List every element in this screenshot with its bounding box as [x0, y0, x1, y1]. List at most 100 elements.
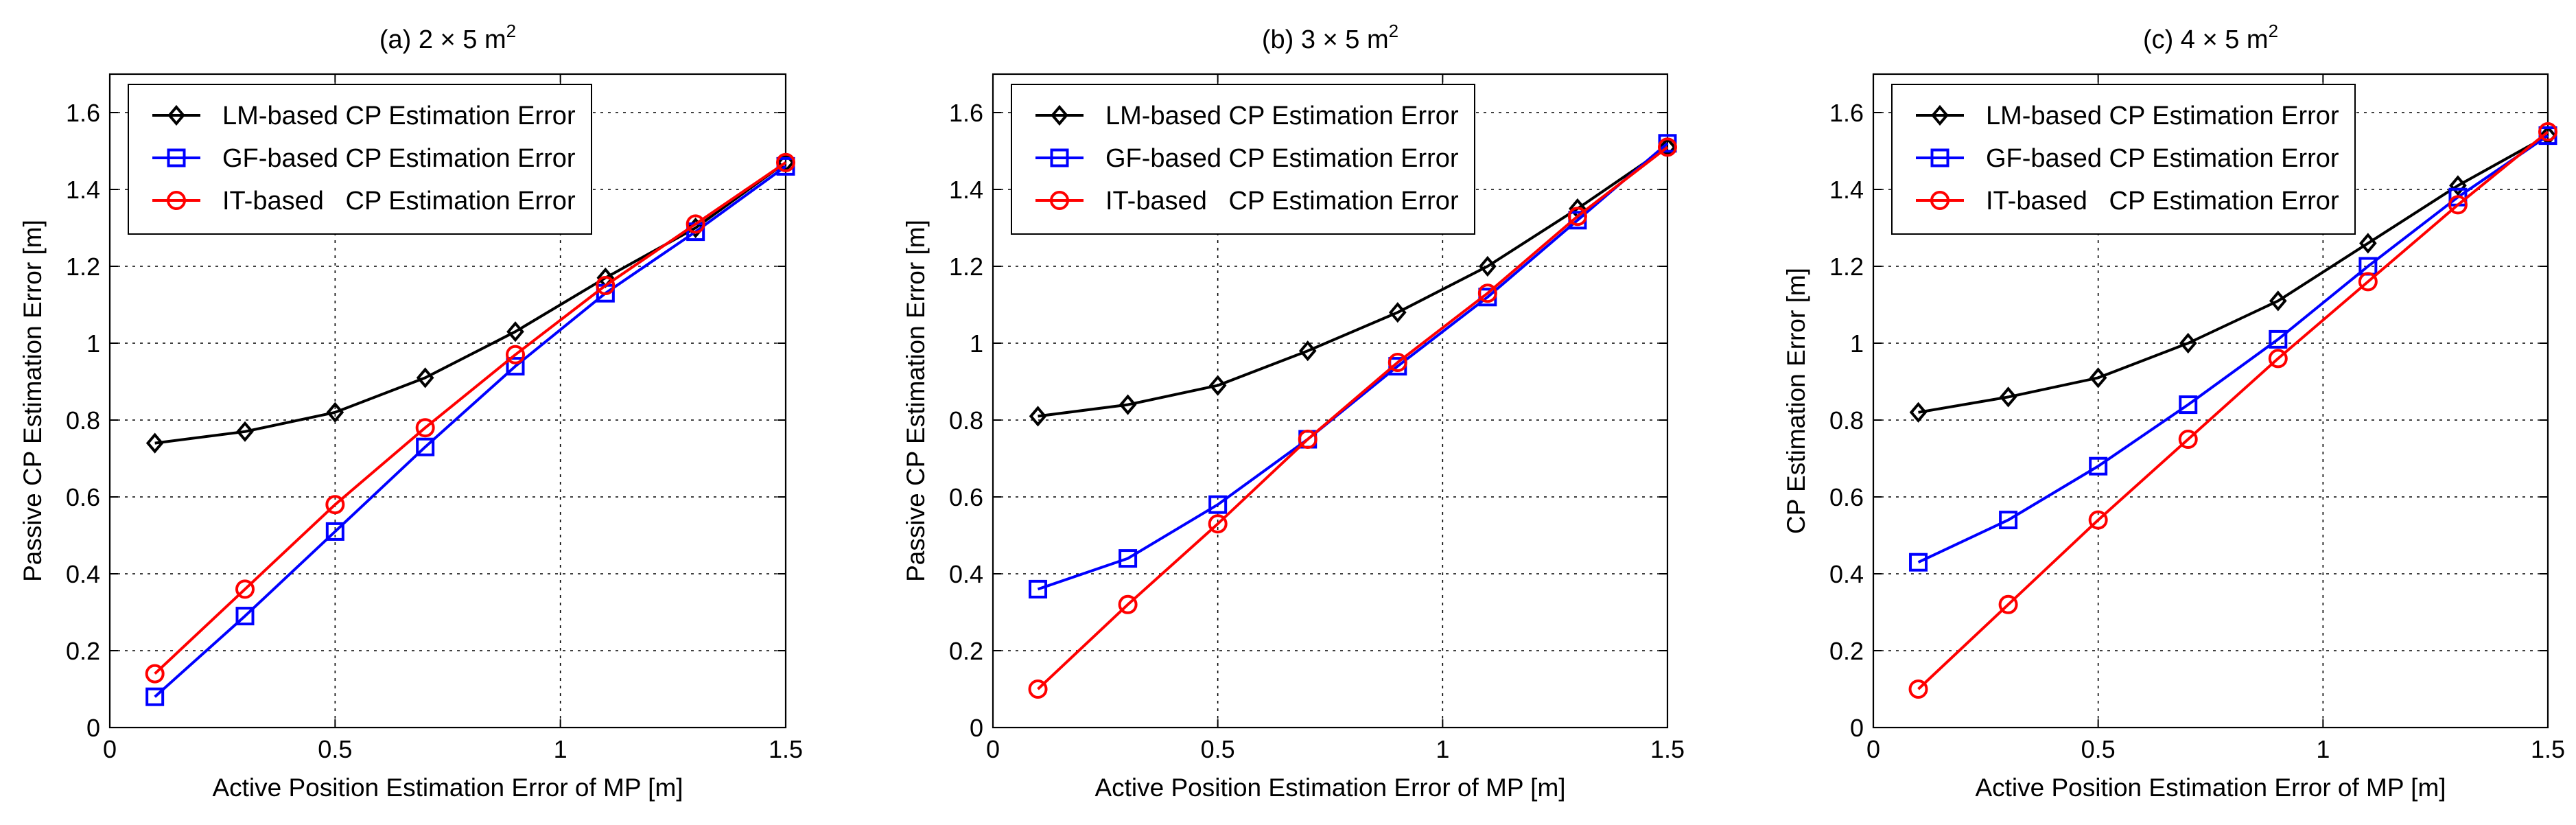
chart-3-legend-label: LM-based CP Estimation Error [1986, 102, 2339, 130]
chart-1-series-3-point [776, 152, 795, 172]
chart-3-series-3 [1908, 122, 2557, 699]
chart-2-series-3-point [1208, 514, 1228, 534]
chart-2-series-1-point [1298, 340, 1317, 362]
chart-2-series-3-point [1118, 594, 1138, 614]
chart-3-series-3-point [2268, 349, 2288, 369]
chart-2-legend: LM-based CP Estimation Error GF-based CP … [1011, 84, 1475, 235]
chart-1-y-axis-label: Passive CP Estimation Error [m] [19, 220, 47, 582]
chart-3-legend-marker [1930, 148, 1949, 167]
chart-3-series-3-point [2088, 510, 2108, 530]
chart-3-series-1-point [2269, 290, 2287, 312]
chart-2-panel: 0 0.5 1 1.5 0 0.2 0.4 0.6 0.8 1 1.2 1.4 1.6 LM-based … [902, 21, 1685, 802]
chart-1-x-tick-label: 1.5 [769, 735, 803, 763]
chart-1-series-3-point [686, 214, 705, 234]
chart-2-series-3-point [1028, 679, 1048, 699]
chart-2-series-3 [1028, 137, 1677, 699]
chart-2-series-2-point [1029, 579, 1048, 599]
chart-2-legend-marker [1050, 148, 1069, 167]
chart-1-series-3-point [596, 276, 616, 295]
chart-1-series-2-line [154, 165, 787, 698]
chart-3-series-1-line [1918, 134, 2549, 414]
chart-3-series-3-point [2538, 122, 2557, 141]
chart-2-series-1-point [1208, 375, 1227, 396]
chart-1-series-1-point [145, 432, 164, 454]
chart-1-y-tick-label: 0.2 [66, 637, 100, 665]
chart-1-series-3-point [145, 664, 165, 684]
chart-2-x-tick-label: 0 [986, 735, 1000, 763]
chart-3-y-axis-label: CP Estimation Error [m] [1782, 268, 1810, 534]
chart-3-y-tick-label: 1 [1850, 329, 1864, 358]
chart-1-y-tick-label: 1.2 [66, 253, 100, 281]
chart-3-x-tick-label: 0 [1866, 735, 1880, 763]
chart-1-series-2-point [506, 357, 525, 376]
chart-2-y-tick-label: 0.8 [949, 406, 983, 434]
chart-1-series-1-point [506, 321, 524, 342]
chart-3-y-tick-label: 0.6 [1829, 483, 1864, 511]
chart-3-y-tick-label: 0.8 [1829, 406, 1864, 434]
chart-2-series-2-line [1037, 142, 1669, 591]
chart-3-x-tick-label: 1 [2316, 735, 2330, 763]
chart-3-series-3-point [2178, 430, 2198, 449]
chart-2-series-2-point [1208, 495, 1228, 514]
chart-1-panel: 0 0.5 1 1.5 0 0.2 0.4 0.6 0.8 1 1.2 1.4 1.6 LM-based … [19, 21, 803, 802]
chart-3-legend-box [1891, 84, 2356, 235]
chart-2-series-3-point [1387, 353, 1407, 372]
chart-2-series-3-point [1567, 207, 1587, 226]
chart-1-y-tick-label: 1.6 [66, 99, 100, 127]
chart-3-series-1-point [1999, 386, 2017, 408]
chart-2-series-3-point [1658, 137, 1677, 157]
chart-2-legend-marker [1050, 191, 1069, 210]
chart-2-series-1 [1029, 137, 1676, 427]
chart-3-legend-label: GF-based CP Estimation Error [1986, 144, 2339, 173]
chart-3-series-2-line [1917, 134, 2549, 564]
chart-1-y-tick-label: 0 [86, 714, 100, 742]
chart-2-y-axis-label: Passive CP Estimation Error [m] [902, 220, 930, 582]
chart-1-x-tick-label: 1 [554, 735, 567, 763]
chart-2-series-1-point [1119, 394, 1137, 415]
chart-1-series-2-point [325, 522, 344, 541]
chart-3-panel: 0 0.5 1 1.5 0 0.2 0.4 0.6 0.8 1 1.2 1.4 1.6 LM-based … [1782, 21, 2565, 802]
chart-3-title-text: (c) 4 × 5 m [2143, 25, 2269, 54]
chart-1-series-1-point [326, 402, 344, 423]
chart-2-legend-box [1011, 84, 1475, 235]
chart-1-y-tick-label: 1.4 [66, 176, 100, 204]
chart-1-title: (a) 2 × 5 m2 [379, 21, 516, 54]
chart-1-y-tick-label: 0.4 [66, 560, 100, 588]
chart-3-series-1-point [2359, 233, 2377, 254]
chart-3-title-superscript: 2 [2269, 21, 2278, 41]
chart-2-series-1-point [1029, 406, 1047, 427]
chart-2-y-tick-label: 0.2 [949, 637, 983, 665]
chart-2-legend-marker [1051, 104, 1068, 126]
chart-3-series-2-point [1999, 511, 2018, 530]
chart-2-legend-label: LM-based CP Estimation Error [1105, 102, 1459, 130]
chart-2-title: (b) 3 × 5 m2 [1262, 21, 1398, 54]
chart-2-y-tick-label: 1.6 [949, 99, 983, 127]
chart-2-title-text: (b) 3 × 5 m [1262, 25, 1389, 54]
chart-1-series-3-point [506, 345, 525, 364]
chart-3-y-tick-label: 1.4 [1829, 176, 1864, 204]
chart-2-axes-box [992, 73, 1669, 729]
chart-1-x-axis-label: Active Position Estimation Error of MP [… [212, 774, 683, 802]
chart-1-title-text: (a) 2 × 5 m [379, 25, 506, 54]
chart-3-y-tick-label: 1.6 [1829, 99, 1864, 127]
chart-1-series-3-point [325, 495, 345, 515]
chart-3-series-3-point [1908, 679, 1928, 699]
chart-2-series-1-point [1388, 302, 1407, 323]
chart-2-series-3-point [1298, 430, 1318, 449]
chart-1-title-superscript: 2 [506, 21, 516, 41]
chart-2-x-tick-label: 1 [1436, 735, 1449, 763]
chart-3-title: (c) 4 × 5 m2 [2143, 21, 2278, 54]
chart-3-series-1-point [2179, 332, 2197, 354]
chart-2-y-tick-label: 0 [970, 714, 983, 742]
chart-3-series-1-point [1909, 402, 1928, 423]
chart-3-x-tick-label: 0.5 [2081, 735, 2116, 763]
chart-1-series-2-point [235, 607, 255, 626]
chart-3-series-3-point [1998, 594, 2018, 614]
chart-2-y-tick-label: 1.2 [949, 253, 983, 281]
chart-1-x-tick-label: 0.5 [318, 735, 352, 763]
chart-2-series-1-line [1038, 146, 1669, 418]
chart-3-x-tick-label: 1.5 [2531, 735, 2565, 763]
chart-2-x-tick-label: 1.5 [1650, 735, 1685, 763]
chart-2-x-axis-label: Active Position Estimation Error of MP [… [1094, 774, 1565, 802]
